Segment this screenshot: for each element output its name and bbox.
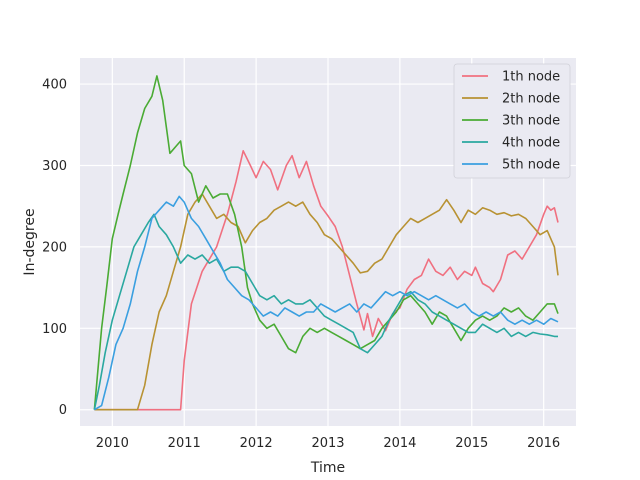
y-tick-label-3: 300 bbox=[42, 159, 67, 174]
legend-label-1: 1th node bbox=[502, 70, 560, 85]
legend-label-4: 4th node bbox=[502, 136, 560, 151]
x-tick-label-1: 2011 bbox=[168, 436, 201, 451]
series-lines bbox=[93, 75, 559, 411]
y-tick-label-0: 0 bbox=[59, 403, 67, 418]
series-line-4 bbox=[93, 213, 558, 410]
y-tick-label-1: 100 bbox=[42, 322, 67, 337]
y-axis-label: In-degree bbox=[22, 208, 38, 275]
legend-label-2: 2th node bbox=[502, 92, 560, 107]
x-axis-label: Time bbox=[310, 460, 345, 476]
legend-box bbox=[453, 63, 571, 179]
x-tick-label-5: 2015 bbox=[455, 436, 488, 451]
x-tick-label-6: 2016 bbox=[527, 436, 560, 451]
legend-label-5: 5th node bbox=[502, 158, 560, 173]
x-tick-label-0: 2010 bbox=[96, 436, 129, 451]
x-tick-label-2: 2012 bbox=[240, 436, 273, 451]
series-line-5 bbox=[94, 195, 559, 411]
x-tick-label-4: 2014 bbox=[383, 436, 416, 451]
legend-label-3: 3th node bbox=[502, 114, 560, 129]
x-tick-label-3: 2013 bbox=[311, 436, 344, 451]
y-tick-label-4: 400 bbox=[42, 78, 67, 93]
legend: 1th node 2th node 3th node 4th node 5th node bbox=[453, 63, 571, 179]
tick-labels: 2010 2011 2012 2013 2014 2015 2016 0 100 200 300 40… bbox=[42, 78, 560, 451]
y-tick-label-2: 200 bbox=[42, 240, 67, 255]
series-line-1 bbox=[94, 150, 559, 411]
series-line-3 bbox=[93, 75, 559, 410]
